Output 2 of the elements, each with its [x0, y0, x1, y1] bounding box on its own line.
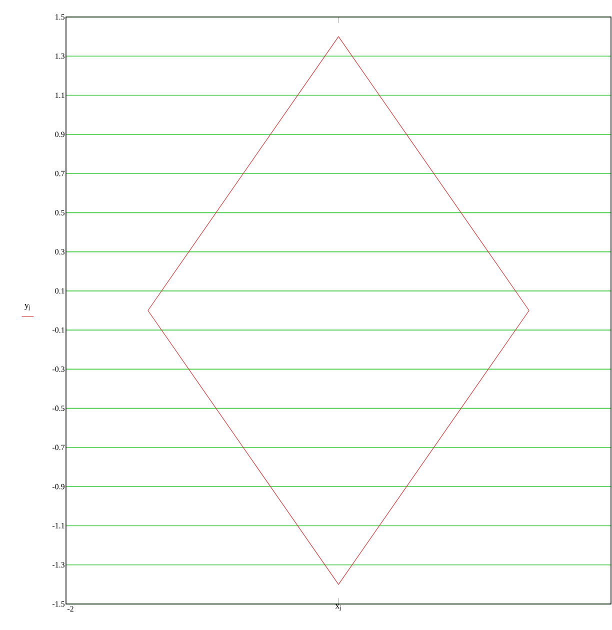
y-axis-title: y$_{j}$ [24, 304, 30, 310]
x-axis-title: x$_{j}$ [335, 604, 341, 611]
